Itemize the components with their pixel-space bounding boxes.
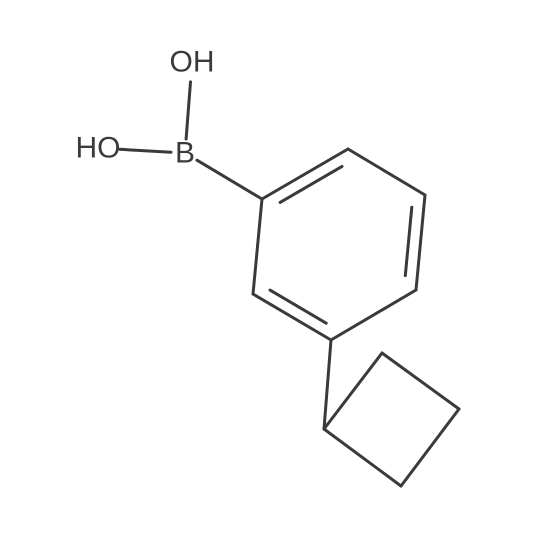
bond	[197, 160, 262, 199]
bond	[270, 290, 326, 323]
bond	[324, 429, 401, 486]
molecule-diagram: OH HO B	[0, 0, 550, 547]
bond	[401, 409, 459, 486]
atom-label: OH	[170, 46, 215, 79]
bond	[324, 353, 382, 429]
bond	[348, 149, 425, 195]
bond	[382, 353, 459, 409]
atom-label: B	[175, 137, 195, 170]
bond	[405, 207, 412, 275]
bond	[120, 149, 171, 152]
bond	[324, 340, 331, 429]
bond	[186, 82, 190, 139]
atom-label: HO	[76, 132, 121, 165]
bond	[253, 199, 262, 294]
bond	[253, 294, 331, 340]
bond	[416, 195, 425, 290]
bond	[331, 290, 416, 340]
bond	[262, 149, 348, 199]
